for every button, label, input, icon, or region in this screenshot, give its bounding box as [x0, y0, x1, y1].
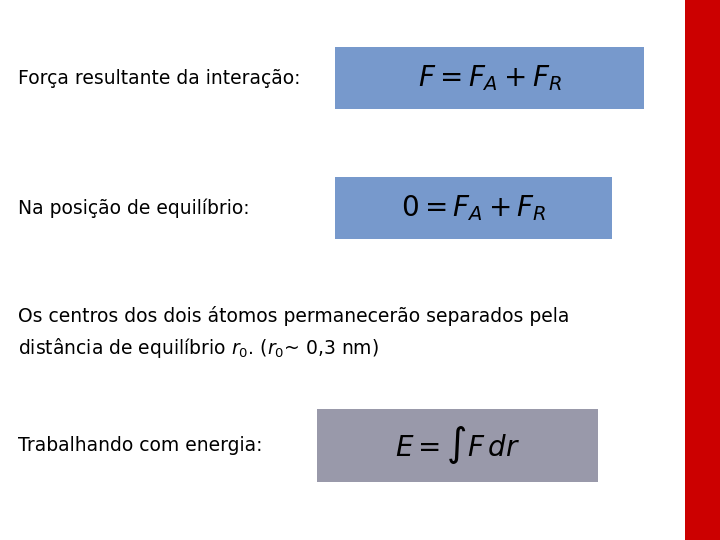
Text: Trabalhando com energia:: Trabalhando com energia:	[18, 436, 263, 455]
Text: $F = F_A + F_R$: $F = F_A + F_R$	[418, 63, 562, 93]
FancyBboxPatch shape	[317, 409, 598, 482]
FancyBboxPatch shape	[335, 177, 612, 239]
Text: Força resultante da interação:: Força resultante da interação:	[18, 69, 300, 88]
Text: Os centros dos dois átomos permanecerão separados pela: Os centros dos dois átomos permanecerão …	[18, 306, 570, 326]
Text: $0 = F_A + F_R$: $0 = F_A + F_R$	[400, 193, 546, 223]
Text: distância de equilíbrio $r_0$. ($r_0$~ 0,3 nm): distância de equilíbrio $r_0$. ($r_0$~ 0…	[18, 336, 379, 360]
Text: Na posição de equilíbrio:: Na posição de equilíbrio:	[18, 198, 250, 218]
FancyBboxPatch shape	[335, 47, 644, 109]
FancyBboxPatch shape	[685, 0, 720, 540]
Text: $E = \int F\,dr$: $E = \int F\,dr$	[395, 424, 520, 467]
